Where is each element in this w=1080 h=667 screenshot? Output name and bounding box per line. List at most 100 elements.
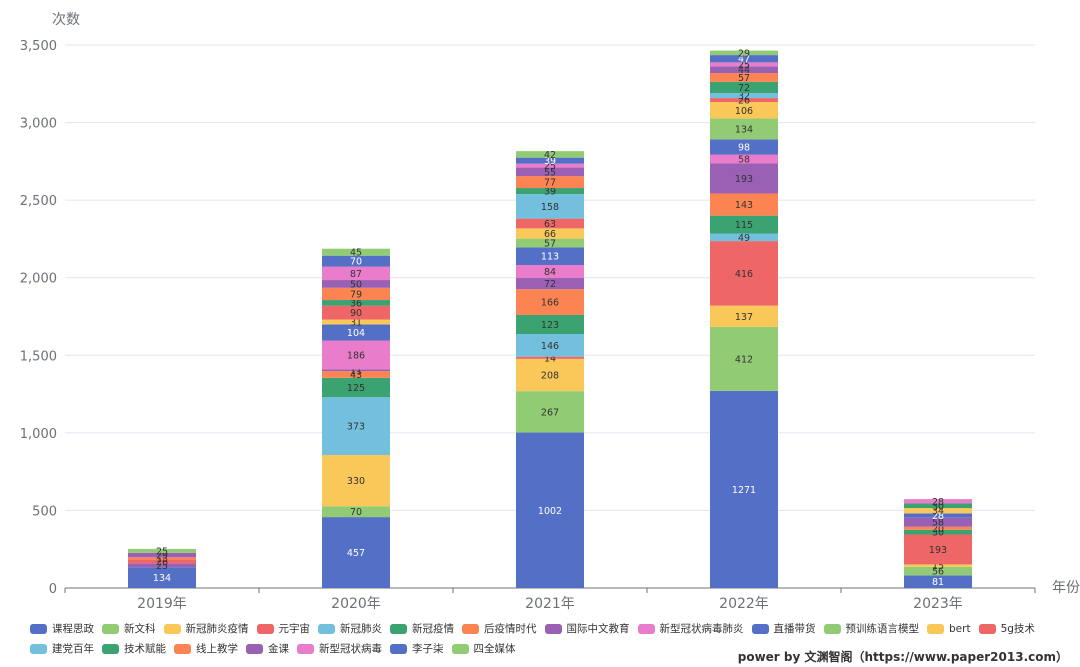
data-label: 412 — [735, 354, 753, 365]
legend-item[interactable]: 预训练语言模型 — [823, 620, 920, 638]
legend-item[interactable]: 元宇宙 — [256, 620, 311, 638]
bar-segment — [710, 233, 778, 242]
legend-swatch — [637, 624, 655, 634]
bar-segment — [322, 266, 390, 281]
y-tick-label: 1,000 — [20, 427, 57, 442]
legend-item[interactable]: 国际中文教育 — [544, 620, 630, 638]
bar-segment — [710, 215, 778, 234]
y-tick-label: 500 — [32, 504, 57, 519]
data-label: 25 — [738, 60, 750, 71]
x-tick-label: 2021年 — [525, 596, 575, 612]
legend-label: 新冠疫情 — [412, 623, 454, 635]
legend-item[interactable]: 技术赋能 — [102, 640, 166, 658]
y-tick-label: 0 — [49, 582, 57, 597]
data-label: 125 — [347, 383, 365, 394]
legend-swatch — [30, 624, 47, 634]
data-label: 50 — [350, 279, 362, 290]
data-label: 193 — [735, 174, 753, 185]
bar-segment — [710, 66, 778, 74]
data-label: 39 — [544, 187, 556, 198]
legend-item[interactable]: 李子柒 — [390, 640, 444, 658]
bar-segment — [516, 194, 584, 219]
legend-swatch — [390, 624, 407, 634]
bar-segment — [904, 526, 972, 530]
legend-item[interactable]: 直播带货 — [751, 620, 816, 638]
watermark: power by 文渊智阁（https://www.paper2013.com） — [737, 650, 1068, 664]
legend-swatch — [451, 644, 469, 654]
bar-segment — [710, 241, 778, 306]
x-tick-label: 2022年 — [719, 596, 769, 612]
data-label: 104 — [347, 328, 365, 339]
legend-swatch — [751, 624, 769, 634]
legend-swatch — [163, 624, 181, 634]
data-label: 29 — [738, 48, 750, 59]
bar-segment — [516, 264, 584, 279]
data-label: 158 — [541, 202, 559, 213]
legend-item[interactable]: 后疫情时代 — [462, 620, 537, 638]
bar-segment — [516, 188, 584, 195]
legend-item[interactable]: 建党百年 — [30, 640, 94, 658]
legend-item[interactable]: 新冠肺炎疫情 — [163, 620, 249, 638]
data-label: 84 — [544, 267, 556, 278]
bar-segment — [516, 238, 584, 248]
legend-item[interactable]: 新型冠状病毒 — [297, 640, 382, 658]
legend-item[interactable]: 新冠疫情 — [390, 620, 454, 638]
data-label: 98 — [738, 142, 750, 153]
data-label: 28 — [932, 497, 944, 508]
data-label: 28 — [932, 511, 944, 522]
data-label: 49 — [738, 233, 750, 244]
data-label: 13 — [156, 554, 168, 565]
data-label: 55 — [544, 167, 556, 178]
bar-segment — [710, 55, 778, 63]
legend-swatch — [390, 644, 407, 654]
data-label: 193 — [929, 545, 947, 556]
data-label: 58 — [932, 518, 944, 529]
legend-item[interactable]: 线上教学 — [174, 640, 238, 658]
bar-segment — [710, 93, 778, 99]
data-label: 1271 — [732, 485, 756, 496]
legend-swatch — [174, 644, 191, 654]
legend-label: 国际中文教育 — [566, 623, 630, 635]
legend-item[interactable]: bert — [927, 620, 971, 638]
bar-segment — [904, 508, 972, 514]
data-label: 106 — [735, 106, 753, 117]
legend-item[interactable]: 金课 — [246, 640, 289, 658]
bar-segment — [322, 377, 390, 398]
y-tick-label: 2,000 — [20, 272, 57, 287]
data-label: 32 — [738, 91, 750, 102]
bar-segment — [128, 559, 196, 564]
bar-segment — [128, 567, 196, 588]
legend-item[interactable]: 5g技术 — [978, 620, 1035, 638]
data-label: 90 — [350, 308, 362, 319]
legend-label: 技术赋能 — [124, 643, 166, 655]
bar-segment — [516, 334, 584, 357]
data-label: 31 — [350, 318, 362, 329]
legend-item[interactable]: 四全媒体 — [451, 640, 516, 658]
legend-label: 元宇宙 — [278, 623, 311, 635]
legend-item[interactable]: 新文科 — [102, 620, 156, 638]
y-axis-title: 次数 — [52, 12, 80, 28]
data-label: 30 — [932, 528, 944, 539]
legend-label: 金课 — [268, 643, 289, 655]
legend-item[interactable]: 新型冠状病毒肺炎 — [637, 620, 744, 638]
bar-segment — [904, 566, 972, 576]
bar-segment — [710, 390, 778, 588]
legend-swatch — [978, 624, 996, 634]
data-label: 87 — [350, 269, 362, 280]
data-label: 26 — [156, 557, 168, 568]
legend-item[interactable]: 新冠肺炎 — [318, 620, 382, 638]
data-label: 186 — [347, 350, 365, 361]
bar-segment — [322, 287, 390, 301]
legend-label: 四全媒体 — [473, 643, 516, 655]
data-label: 57 — [738, 73, 750, 84]
legend-item[interactable]: 课程思政 — [30, 620, 94, 638]
bar-segment — [322, 255, 390, 267]
bar-segment — [322, 397, 390, 456]
legend-label: 预训练语言模型 — [845, 623, 920, 635]
legend-swatch — [30, 644, 47, 654]
data-label: 143 — [735, 200, 753, 211]
legend-label: 新型冠状病毒肺炎 — [659, 623, 744, 635]
data-label: 123 — [541, 320, 559, 331]
bar-segment — [516, 176, 584, 189]
legend-label: 直播带货 — [773, 623, 816, 635]
